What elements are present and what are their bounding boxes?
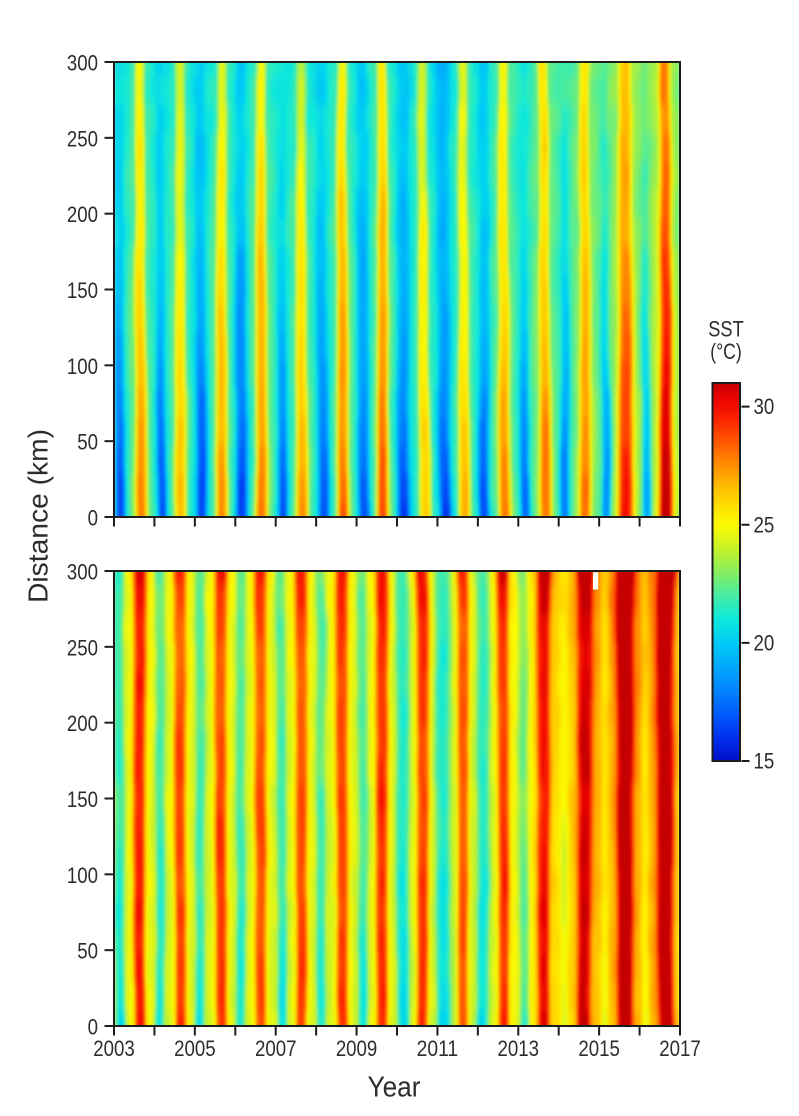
svg-text:200: 200 (67, 202, 98, 227)
svg-text:100: 100 (67, 863, 98, 888)
svg-text:SST: SST (708, 317, 744, 342)
svg-text:15: 15 (754, 749, 775, 774)
svg-text:2013: 2013 (498, 1036, 540, 1061)
svg-text:0: 0 (88, 1015, 98, 1040)
svg-text:150: 150 (67, 278, 98, 303)
svg-text:Year: Year (368, 1072, 421, 1104)
svg-text:300: 300 (67, 51, 98, 76)
svg-text:250: 250 (67, 635, 98, 660)
svg-text:20: 20 (754, 630, 775, 655)
svg-text:150: 150 (67, 787, 98, 812)
svg-text:50: 50 (77, 939, 98, 964)
svg-text:30: 30 (754, 394, 775, 419)
svg-text:Distance (km): Distance (km) (23, 429, 54, 603)
svg-text:250: 250 (67, 126, 98, 151)
svg-text:25: 25 (754, 512, 775, 537)
svg-text:2005: 2005 (174, 1036, 216, 1061)
svg-text:2015: 2015 (578, 1036, 620, 1061)
svg-text:300: 300 (67, 560, 98, 585)
svg-text:0: 0 (88, 506, 98, 531)
svg-text:200: 200 (67, 711, 98, 736)
svg-text:50: 50 (77, 430, 98, 455)
svg-text:2009: 2009 (336, 1036, 378, 1061)
svg-text:2003: 2003 (93, 1036, 135, 1061)
svg-text:2007: 2007 (255, 1036, 297, 1061)
svg-text:(°C): (°C) (710, 339, 742, 364)
svg-text:2011: 2011 (417, 1036, 459, 1061)
svg-text:2017: 2017 (659, 1036, 701, 1061)
svg-text:100: 100 (67, 354, 98, 379)
